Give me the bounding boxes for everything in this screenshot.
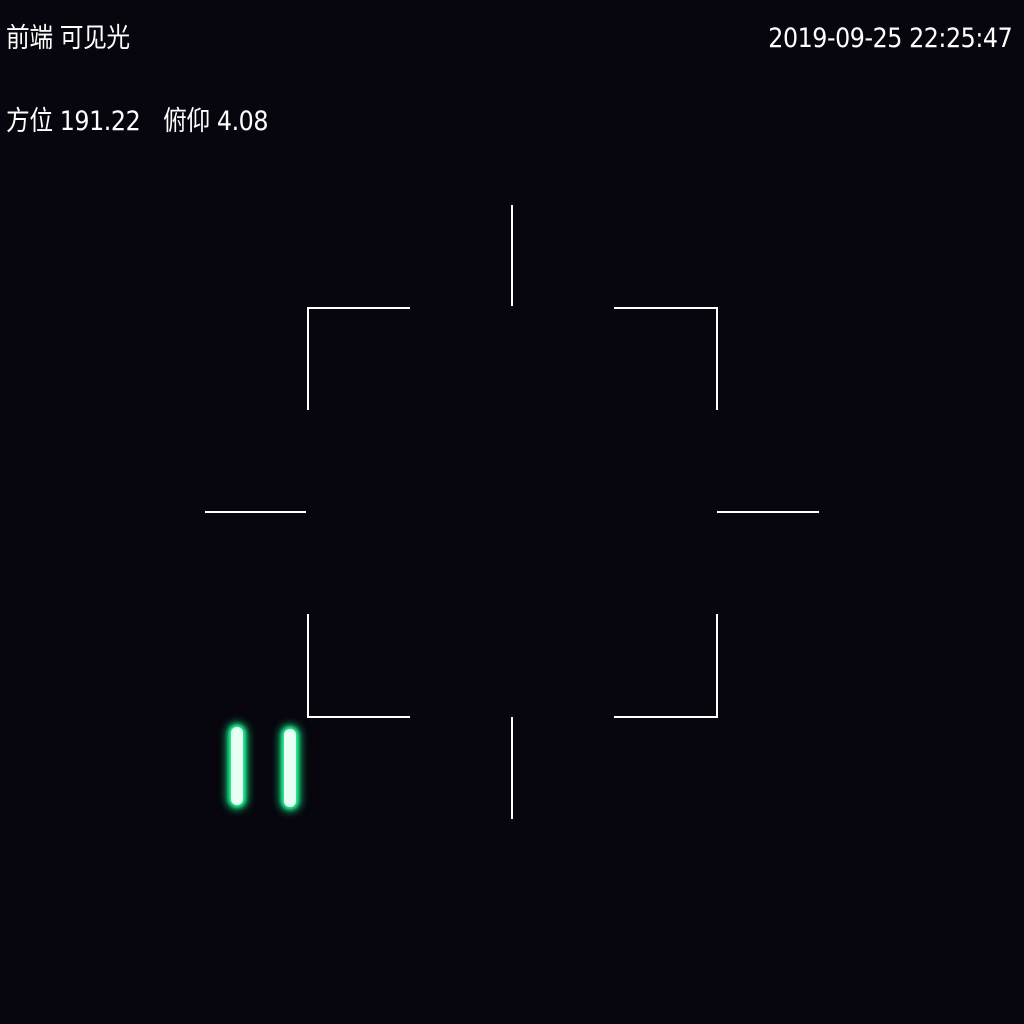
camera-label: 前端 可见光 [6,23,130,54]
pan-tilt-readout: 方位 191.22 俯仰 4.08 [6,105,268,139]
azimuth-readout: 方位 191.22 [6,106,141,137]
reticle-corner-bottom-right [614,614,718,718]
reticle-corner-top-right [614,307,718,410]
reticle-corner-top-left [307,307,410,410]
reticle-corner-bottom-left [307,614,410,718]
green-light-right [284,729,296,807]
timestamp: 2019-09-25 22:25:47 [768,23,1012,54]
green-light-left [231,727,243,805]
pitch-readout: 俯仰 4.08 [163,106,269,137]
